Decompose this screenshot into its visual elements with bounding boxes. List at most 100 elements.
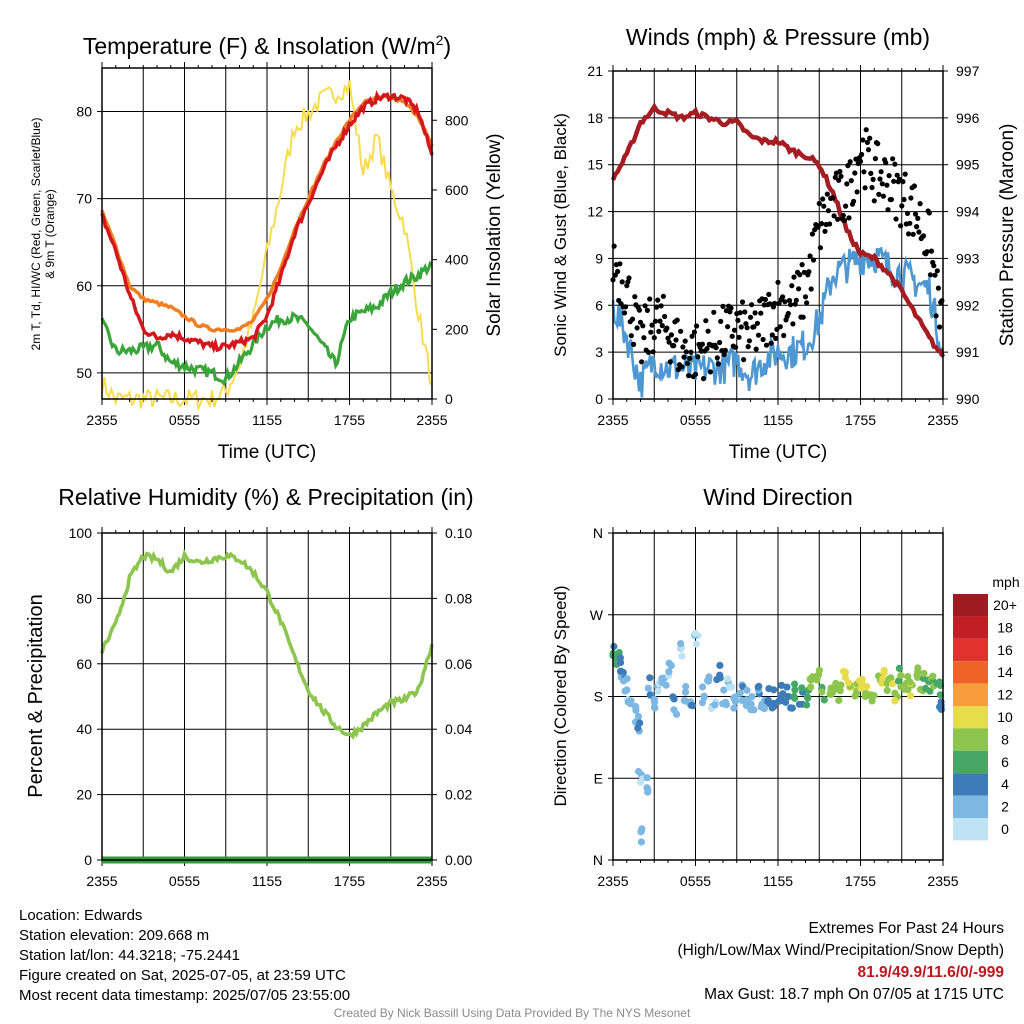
gust-point bbox=[745, 344, 751, 350]
gust-point bbox=[718, 318, 724, 324]
gust-point bbox=[681, 354, 687, 360]
direction-point bbox=[887, 674, 895, 682]
direction-point bbox=[644, 684, 652, 692]
direction-point bbox=[807, 683, 815, 691]
gust-point bbox=[704, 346, 710, 352]
gust-point bbox=[772, 300, 778, 306]
direction-point bbox=[634, 767, 643, 776]
direction-point bbox=[868, 693, 876, 701]
temperature-xlabel: Time (UTC) bbox=[218, 442, 317, 463]
gust-point bbox=[617, 261, 623, 267]
gust-point bbox=[768, 340, 774, 346]
gust-point bbox=[836, 177, 842, 183]
gust-point bbox=[632, 294, 638, 300]
direction-point bbox=[813, 672, 822, 680]
x-tick-label: 1155 bbox=[252, 873, 282, 889]
gust-point bbox=[739, 299, 746, 305]
direction-point bbox=[678, 652, 686, 660]
direction-point bbox=[654, 687, 662, 695]
gust-point bbox=[741, 357, 747, 363]
gust-point bbox=[934, 268, 940, 274]
right-tick-label: 0.00 bbox=[445, 852, 472, 868]
gust-point bbox=[786, 297, 793, 304]
direction-point bbox=[736, 689, 744, 697]
direction-point bbox=[722, 698, 730, 706]
direction-point bbox=[699, 683, 707, 691]
gust-point bbox=[854, 189, 860, 195]
direction-point bbox=[879, 675, 887, 683]
gust-point bbox=[648, 329, 654, 335]
gust-point bbox=[680, 344, 686, 350]
gust-point bbox=[899, 203, 905, 209]
winds-left-tick-label: 0 bbox=[595, 391, 603, 407]
direction-point bbox=[764, 696, 772, 705]
gust-point bbox=[636, 307, 643, 313]
direction-point bbox=[623, 686, 631, 694]
gust-point bbox=[914, 224, 920, 230]
gust-point bbox=[699, 341, 706, 347]
legend-swatch bbox=[953, 594, 988, 617]
legend-label: 16 bbox=[997, 642, 1013, 658]
x-tick-label: 2355 bbox=[927, 873, 958, 889]
gust-point bbox=[776, 300, 782, 306]
gust-point bbox=[728, 305, 734, 311]
winds-panel: 0 3 6 9 12 15 18 21 2355 0555 1155 1755 2355 990 991 99… bbox=[587, 63, 979, 428]
gust-point bbox=[933, 313, 939, 319]
pressure-line bbox=[610, 102, 946, 358]
direction-point bbox=[907, 692, 915, 700]
gust-point bbox=[880, 193, 887, 199]
extremes-values: 81.9/49.9/11.6/0/-999 bbox=[857, 964, 1004, 981]
humidity-panel-title: Relative Humidity (%) & Precipitation (i… bbox=[58, 484, 473, 510]
direction-point bbox=[791, 686, 799, 694]
gust-point bbox=[907, 220, 913, 226]
gust-point bbox=[844, 181, 850, 187]
humidity-left-tick-label: 100 bbox=[69, 525, 93, 541]
direction-point bbox=[688, 701, 696, 710]
gust-point bbox=[656, 328, 662, 334]
gust-point bbox=[658, 303, 664, 309]
humidity-left-tick-label: 60 bbox=[76, 656, 92, 672]
gust-point bbox=[843, 203, 849, 209]
gust-point bbox=[886, 173, 892, 179]
gust-point bbox=[916, 229, 922, 235]
gust-point bbox=[629, 316, 636, 322]
direction-point bbox=[901, 685, 909, 693]
gust-point bbox=[691, 329, 698, 335]
direction-point bbox=[619, 677, 628, 685]
gust-point bbox=[639, 359, 645, 365]
direction-point bbox=[857, 684, 865, 692]
gust-point bbox=[806, 269, 812, 275]
legend-swatch bbox=[953, 661, 988, 684]
legend-label: 0 bbox=[1001, 821, 1009, 837]
extremes-info: Extremes For Past 24 Hours (High/Low/Max… bbox=[678, 918, 1005, 1006]
winds-left-tick-label: 9 bbox=[595, 250, 603, 266]
temperature-left-tick-label: 60 bbox=[76, 278, 92, 294]
gust-point bbox=[868, 170, 874, 176]
gust-point bbox=[808, 286, 814, 292]
gust-point bbox=[869, 184, 875, 191]
gust-point bbox=[731, 327, 738, 333]
direction-point bbox=[617, 667, 625, 676]
gust-point bbox=[684, 360, 691, 366]
winds-xlabel: Time (UTC) bbox=[729, 442, 828, 463]
gust-point bbox=[809, 231, 816, 237]
legend-swatch bbox=[953, 638, 988, 662]
gust-point bbox=[720, 303, 726, 309]
direction-point bbox=[743, 696, 751, 704]
gust-point bbox=[662, 313, 668, 320]
gust-point bbox=[688, 349, 694, 355]
humidity-left-tick-label: 0 bbox=[84, 852, 92, 868]
plot-border bbox=[101, 67, 433, 400]
direction-point bbox=[617, 658, 625, 667]
gust-point bbox=[860, 137, 866, 143]
gust-point bbox=[848, 178, 854, 184]
plot-border bbox=[612, 70, 944, 400]
direction-point bbox=[851, 692, 859, 700]
legend-label: 4 bbox=[1001, 776, 1009, 792]
gust-point bbox=[766, 291, 772, 297]
temperature-ylabel-left: 2m T, Td, HI/WC (Red, Green, Scarlet/Blu… bbox=[29, 118, 43, 351]
gust-point bbox=[867, 135, 873, 141]
gust-point bbox=[737, 310, 743, 316]
direction-point bbox=[779, 690, 787, 698]
